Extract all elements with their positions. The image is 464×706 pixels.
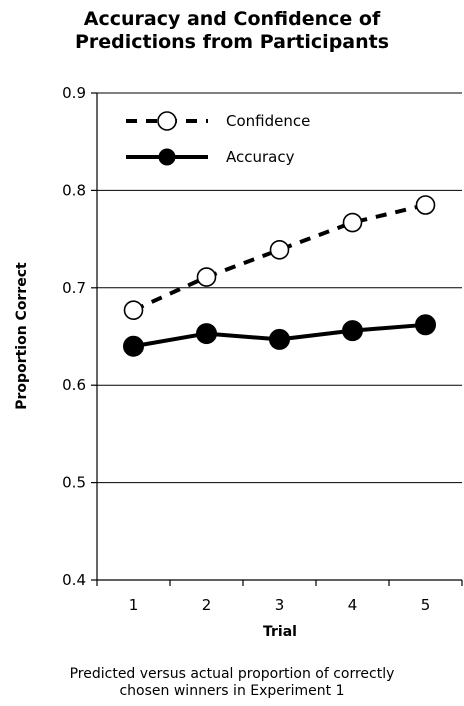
legend-confidence-marker [157, 111, 177, 131]
confidence-point-2 [196, 267, 217, 287]
chart-title-line-1: Accuracy and Confidence of [83, 8, 381, 30]
y-tick-label-0.7: 0.7 [62, 279, 86, 297]
chart-title: Accuracy and Confidence of Predictions f… [0, 8, 464, 54]
y-ticks: 0.4 0.5 0.6 0.7 0.8 0.9 [62, 84, 97, 589]
confidence-series-line [132, 203, 426, 313]
legend: Confidence Accuracy [126, 111, 310, 166]
x-tick-label-4: 4 [348, 596, 358, 614]
x-tick-label-2: 2 [202, 596, 212, 614]
accuracy-point-1 [123, 335, 144, 357]
chart-caption-line-1: Predicted versus actual proportion of co… [69, 666, 395, 682]
y-tick-label-0.9: 0.9 [62, 84, 86, 102]
y-tick-label-0.6: 0.6 [62, 376, 86, 394]
gridlines [97, 92, 462, 484]
y-axis-title: Proportion Correct [14, 262, 30, 410]
confidence-point-3 [269, 240, 290, 260]
x-axis-title: Trial [263, 624, 297, 640]
chart-caption-line-2: chosen winners in Experiment 1 [119, 683, 345, 699]
confidence-point-5 [415, 195, 436, 215]
legend-accuracy-marker [158, 148, 176, 166]
confidence-point-4 [342, 212, 363, 233]
y-tick-label-0.8: 0.8 [62, 181, 86, 199]
x-tick-label-1: 1 [129, 596, 139, 614]
chart-caption: Predicted versus actual proportion of co… [0, 666, 464, 700]
accuracy-point-5 [415, 314, 436, 336]
series-layer [123, 195, 436, 357]
x-tick-label-3: 3 [275, 596, 285, 614]
accuracy-point-4 [342, 320, 363, 342]
chart-title-line-2: Predictions from Participants [74, 31, 390, 53]
x-tick-label-5: 5 [421, 596, 431, 614]
accuracy-point-3 [269, 328, 290, 350]
y-tick-label-0.5: 0.5 [62, 474, 86, 492]
confidence-point-1 [123, 300, 144, 321]
y-tick-label-0.4: 0.4 [62, 571, 86, 589]
x-ticks: 1 2 3 4 5 [96, 580, 463, 614]
legend-confidence-label: Confidence [226, 112, 310, 130]
legend-accuracy-label: Accuracy [226, 148, 295, 166]
accuracy-point-2 [196, 323, 217, 345]
